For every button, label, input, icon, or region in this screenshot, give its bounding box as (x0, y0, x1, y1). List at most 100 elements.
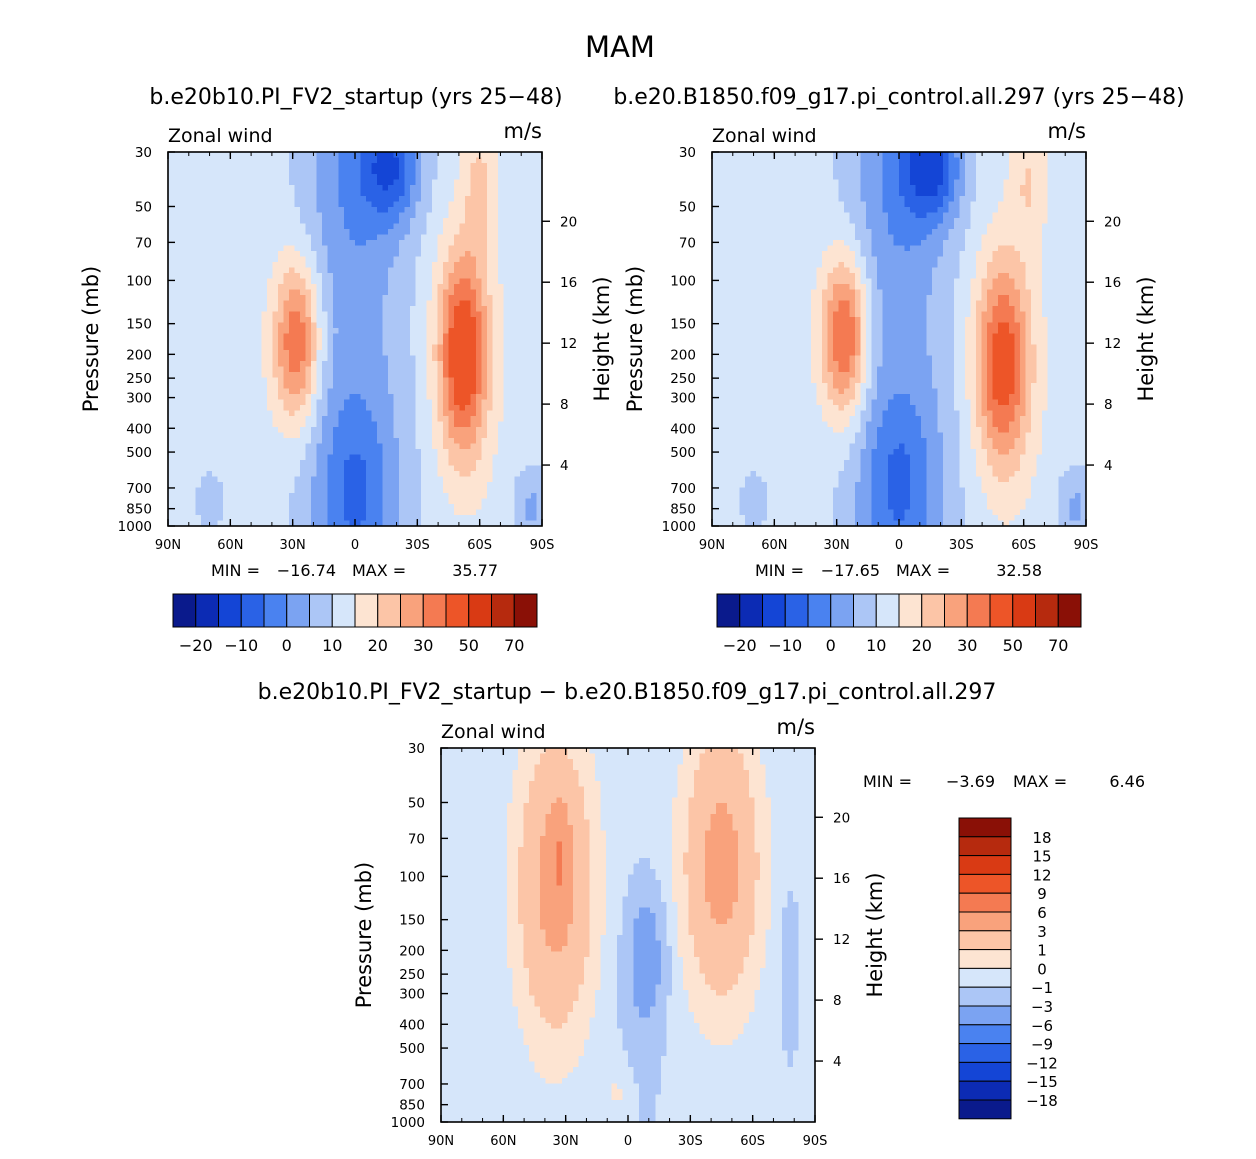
contour-cell (745, 168, 752, 175)
contour-cell (355, 190, 362, 197)
contour-cell (459, 267, 466, 274)
contour-cell (327, 190, 334, 197)
contour-cell (410, 218, 417, 225)
contour-cell (783, 152, 790, 159)
contour-cell (509, 405, 516, 412)
contour-cell (294, 251, 301, 258)
contour-cell (470, 361, 477, 368)
contour-cell (509, 421, 516, 428)
contour-cell (498, 223, 505, 230)
contour-cell (278, 317, 285, 324)
contour-cell (388, 476, 395, 483)
contour-cell (179, 267, 186, 274)
contour-cell (201, 190, 208, 197)
contour-cell (772, 152, 779, 159)
contour-cell (278, 157, 285, 164)
contour-cell (465, 372, 472, 379)
contour-cell (514, 377, 521, 384)
contour-cell (509, 438, 516, 445)
contour-cell (327, 410, 334, 417)
contour-cell (531, 256, 538, 263)
contour-cell (234, 240, 241, 247)
contour-cell (377, 361, 384, 368)
contour-cell (261, 460, 268, 467)
contour-cell (311, 432, 318, 439)
contour-cell (217, 174, 224, 181)
contour-cell (300, 185, 307, 192)
contour-cell (454, 372, 461, 379)
contour-cell (366, 432, 373, 439)
contour-cell (421, 471, 428, 478)
contour-cell (476, 201, 483, 208)
contour-cell (437, 460, 444, 467)
contour-cell (1003, 163, 1010, 170)
contour-cell (481, 196, 488, 203)
contour-cell (470, 207, 477, 214)
contour-cell (316, 328, 323, 335)
contour-cell (206, 278, 213, 285)
contour-cell (245, 201, 252, 208)
contour-cell (360, 223, 367, 230)
contour-cell (366, 218, 373, 225)
contour-cell (481, 427, 488, 434)
contour-cell (377, 498, 384, 505)
contour-cell (190, 498, 197, 505)
contour-cell (426, 289, 433, 296)
contour-cell (404, 493, 411, 500)
contour-cell (503, 256, 510, 263)
contour-cell (360, 278, 367, 285)
contour-cell (184, 185, 191, 192)
contour-cell (338, 493, 345, 500)
contour-cell (421, 256, 428, 263)
contour-cell (245, 223, 252, 230)
contour-cell (267, 493, 274, 500)
contour-cell (283, 174, 290, 181)
contour-cell (234, 212, 241, 219)
contour-cell (250, 416, 257, 423)
contour-cell (344, 438, 351, 445)
contour-cell (316, 410, 323, 417)
contour-cell (454, 388, 461, 395)
contour-cell (399, 438, 406, 445)
contour-cell (487, 328, 494, 335)
contour-cell (800, 163, 807, 170)
contour-cell (272, 482, 279, 489)
contour-cell (338, 471, 345, 478)
contour-cell (173, 328, 180, 335)
contour-cell (311, 179, 318, 186)
contour-cell (344, 322, 351, 329)
contour-cell (371, 482, 378, 489)
contour-cell (305, 289, 312, 296)
contour-cell (371, 218, 378, 225)
contour-cell (239, 471, 246, 478)
contour-cell (316, 234, 323, 241)
contour-cell (322, 394, 329, 401)
variable-label: Zonal wind (168, 125, 273, 147)
contour-cell (195, 355, 202, 362)
contour-cell (371, 284, 378, 291)
contour-cell (377, 179, 384, 186)
contour-cell (509, 471, 516, 478)
contour-cell (305, 212, 312, 219)
contour-cell (415, 240, 422, 247)
contour-cell (426, 273, 433, 280)
contour-cell (305, 487, 312, 494)
contour-cell (267, 498, 274, 505)
contour-cell (168, 174, 175, 181)
contour-cell (399, 432, 406, 439)
contour-cell (316, 482, 323, 489)
contour-cell (206, 515, 213, 522)
contour-cell (509, 240, 516, 247)
contour-cell (272, 372, 279, 379)
contour-cell (327, 306, 334, 313)
contour-cell (344, 201, 351, 208)
contour-cell (476, 383, 483, 390)
contour-cell (300, 240, 307, 247)
contour-cell (168, 229, 175, 236)
contour-cell (371, 251, 378, 258)
contour-cell (437, 311, 444, 318)
contour-cell (212, 476, 219, 483)
contour-cell (261, 372, 268, 379)
contour-cell (404, 460, 411, 467)
contour-cell (393, 421, 400, 428)
